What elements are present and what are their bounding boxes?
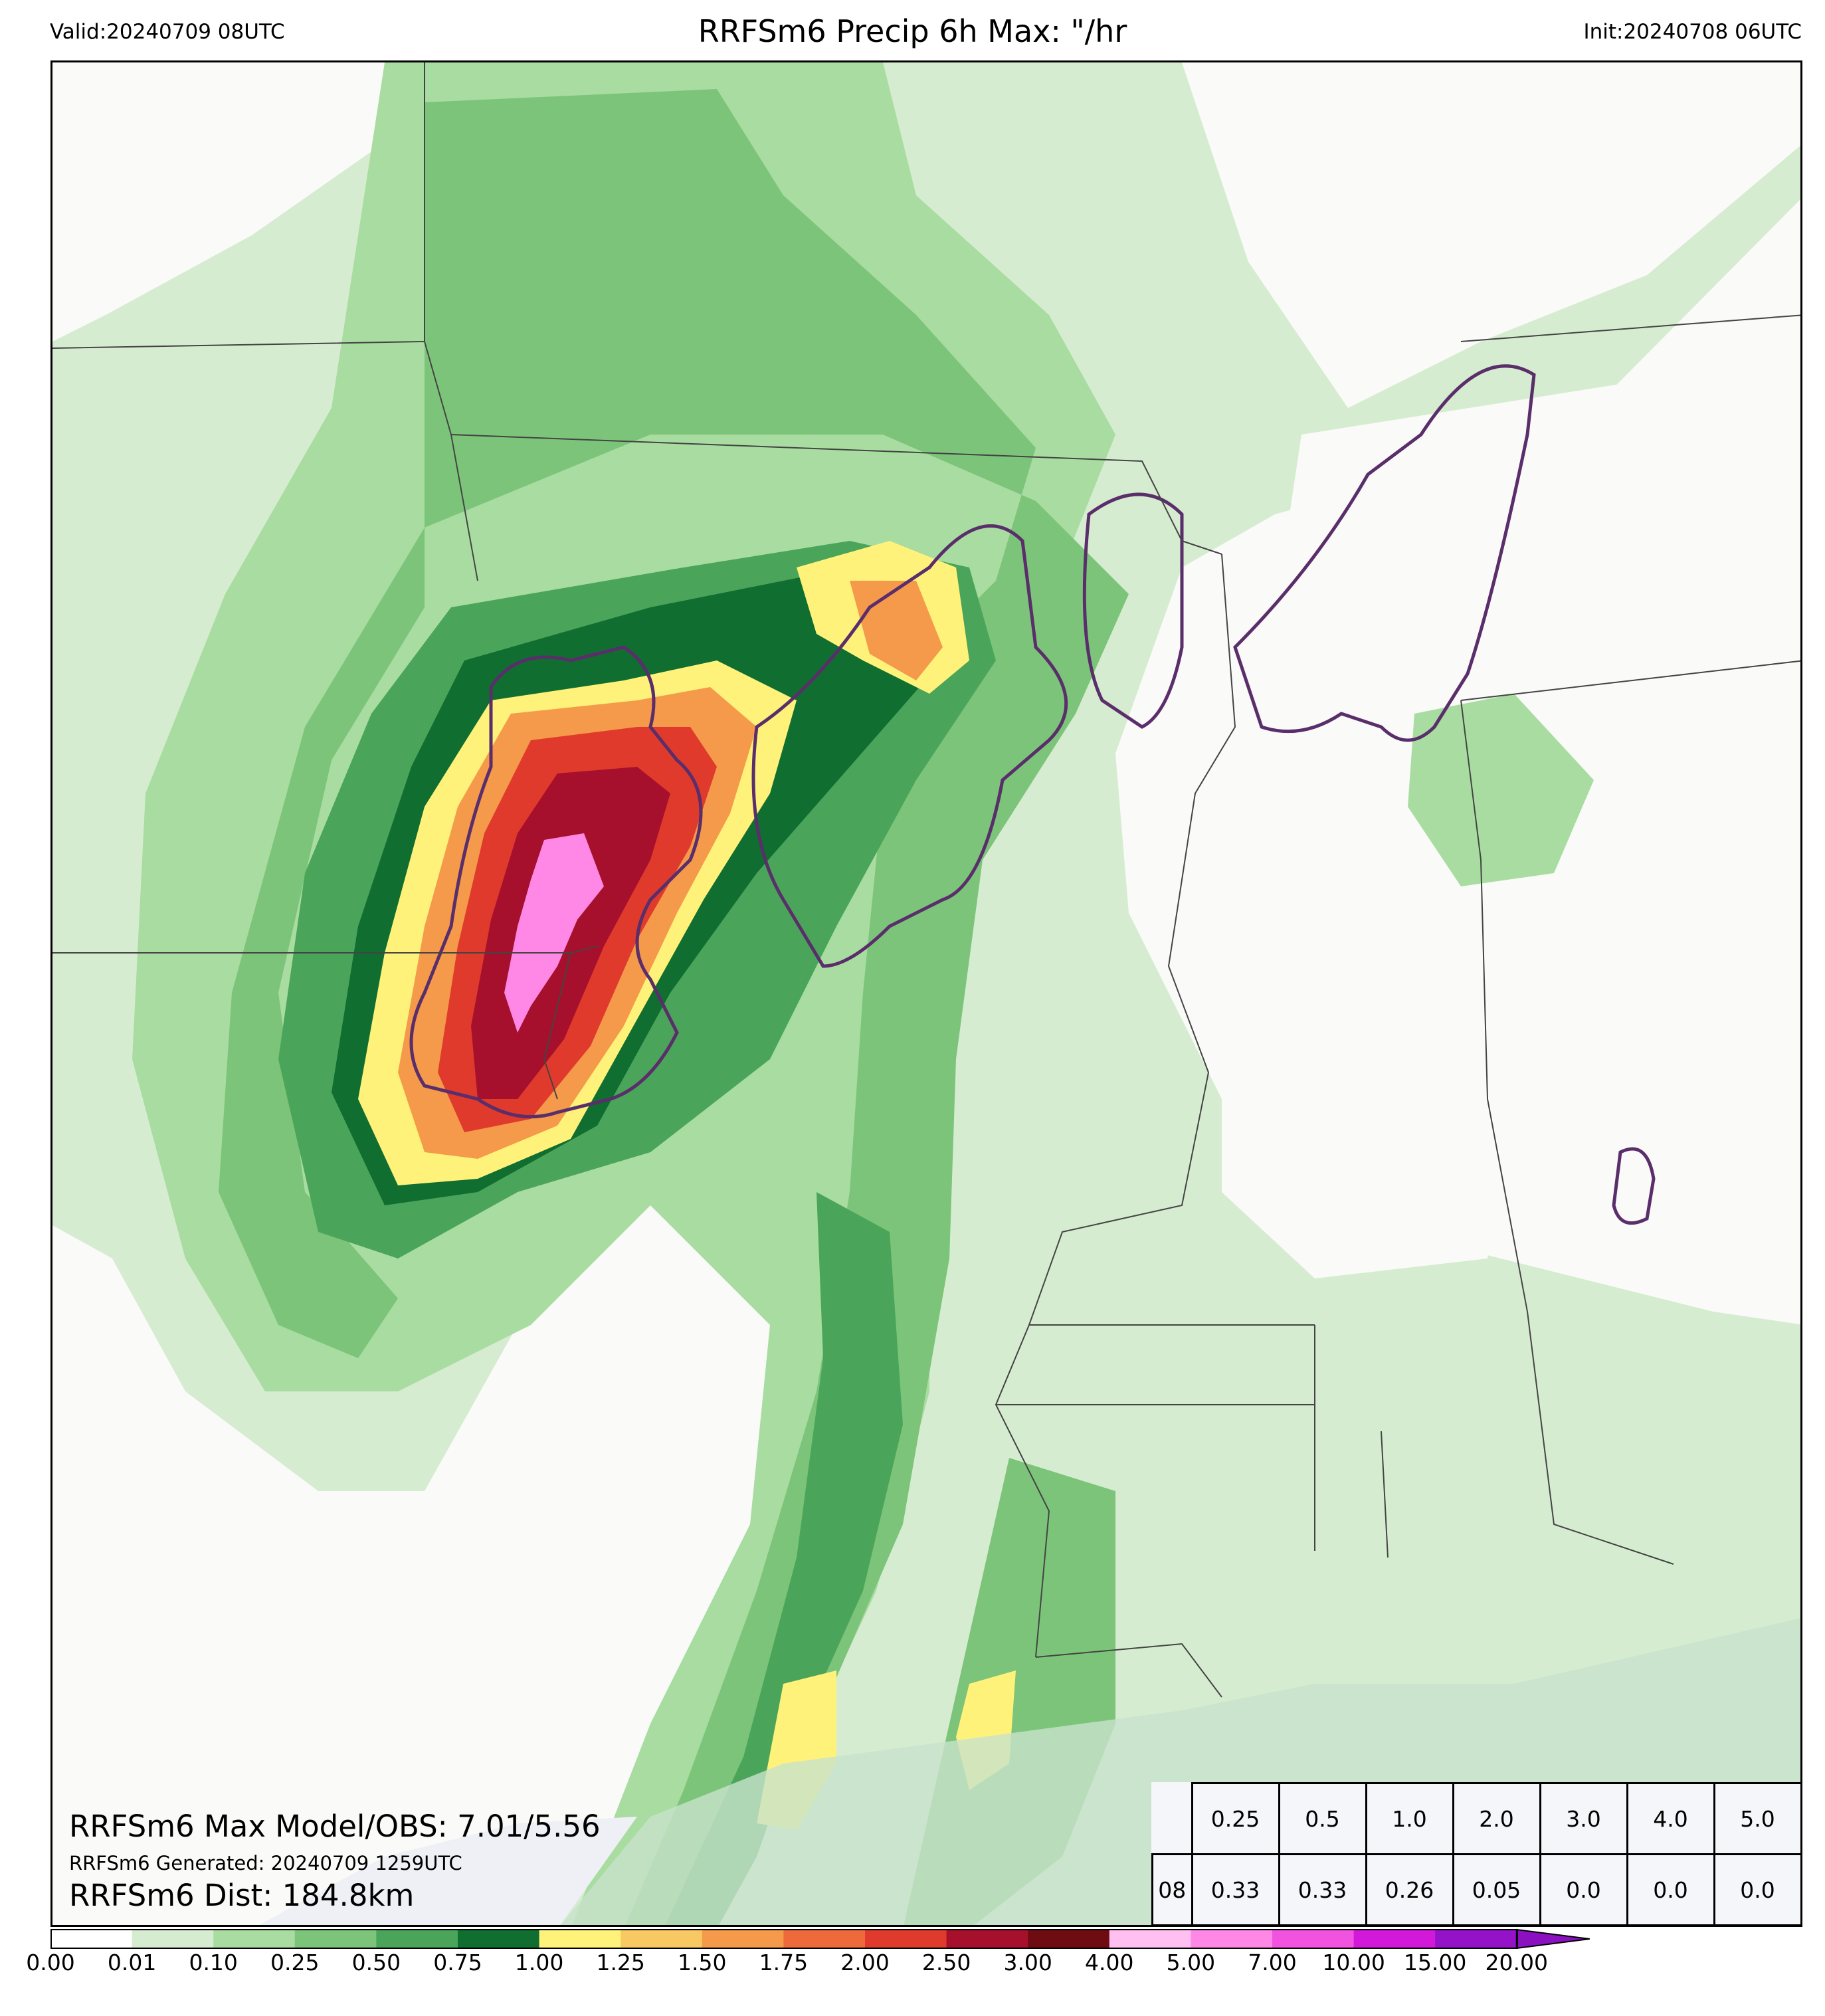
precip-band-025 [219, 89, 1129, 1925]
value-cell: 0.0 [1713, 1853, 1802, 1926]
colorbar-tick-label: 15.00 [1403, 1950, 1467, 1975]
colorbar-segment [1272, 1930, 1355, 1948]
colorbar-tick-label: 1.00 [514, 1950, 564, 1975]
colorbar-tick-label: 5.00 [1166, 1950, 1216, 1975]
value-cell: 0.0 [1626, 1853, 1715, 1926]
threshold-cell: 1.0 [1365, 1782, 1454, 1855]
colorbar-segment [1109, 1930, 1191, 1948]
colorbar-extend-arrow [1515, 1928, 1590, 1950]
threshold-cell: 0.5 [1278, 1782, 1367, 1855]
stats-row: 08 0.33 0.33 0.26 0.05 0.0 0.0 0.0 [1151, 1853, 1802, 1926]
colorbar-segment [458, 1930, 540, 1948]
threshold-cell: 3.0 [1539, 1782, 1628, 1855]
threshold-stats-table: 0.25 0.5 1.0 2.0 3.0 4.0 5.0 08 0.33 0.3… [1151, 1782, 1802, 1926]
colorbar-tick-label: 0.75 [433, 1950, 482, 1975]
valid-time-label: Valid:20240709 08UTC [50, 20, 285, 44]
threshold-cell: 0.25 [1191, 1782, 1280, 1855]
precip-map-graphic [52, 62, 1800, 1925]
map-title: RRFSm6 Precip 6h Max: "/hr [698, 13, 1127, 49]
precip-band-400 [504, 833, 604, 1033]
colorbar-segment [702, 1930, 784, 1948]
colorbar-segment [294, 1930, 377, 1948]
obs-contour [409, 645, 703, 1119]
value-cell: 0.33 [1278, 1853, 1367, 1926]
colorbar-segment [1353, 1930, 1436, 1948]
distance-label: RRFSm6 Dist: 184.8km [69, 1878, 415, 1913]
colorbar-tick-label: 0.00 [26, 1950, 75, 1975]
colorbar-tick-label: 3.00 [1003, 1950, 1052, 1975]
colorbar-tick-label: 0.25 [270, 1950, 320, 1975]
colorbar-segment [376, 1930, 458, 1948]
state-boundaries [52, 62, 1800, 1698]
colorbar-segment [783, 1930, 866, 1948]
precip-map[interactable] [50, 60, 1802, 1927]
colorbar-segment [1191, 1930, 1273, 1948]
colorbar-tick-label: 4.00 [1085, 1950, 1134, 1975]
colorbar-segment [539, 1930, 621, 1948]
init-time-label: Init:20240708 06UTC [1583, 20, 1802, 44]
colorbar-tick-label: 0.50 [351, 1950, 401, 1975]
colorbar-tick-label: 7.00 [1248, 1950, 1297, 1975]
value-cell: 0.0 [1539, 1853, 1628, 1926]
value-cell: 0.05 [1452, 1853, 1541, 1926]
colorbar-tick-label: 2.50 [921, 1950, 971, 1975]
colorbar-tick-label: 2.00 [840, 1950, 890, 1975]
colorbar-segment [1028, 1930, 1110, 1948]
colorbar-tick-label: 0.01 [107, 1950, 157, 1975]
value-cell: 0.33 [1191, 1853, 1280, 1926]
value-cell: 0.26 [1365, 1853, 1454, 1926]
colorbar-tick-label: 1.50 [678, 1950, 727, 1975]
threshold-cell: 4.0 [1626, 1782, 1715, 1855]
max-model-obs-label: RRFSm6 Max Model/OBS: 7.01/5.56 [69, 1809, 601, 1844]
colorbar-tick-label: 1.75 [759, 1950, 809, 1975]
colorbar-tick-label: 10.00 [1322, 1950, 1385, 1975]
colorbar-segment [621, 1930, 703, 1948]
colorbar-segment [865, 1930, 947, 1948]
colorbar-tick-label: 20.00 [1485, 1950, 1549, 1975]
colorbar-segment [132, 1930, 214, 1948]
threshold-cell: 2.0 [1452, 1782, 1541, 1855]
colorbar-tick-label: 0.10 [189, 1950, 238, 1975]
threshold-header-row: 0.25 0.5 1.0 2.0 3.0 4.0 5.0 [1153, 1782, 1802, 1855]
colorbar-tick-label: 1.25 [596, 1950, 645, 1975]
colorbar-segment [50, 1930, 133, 1948]
colorbar-segment [946, 1930, 1028, 1948]
colorbar-segment [213, 1930, 296, 1948]
hour-cell: 08 [1151, 1853, 1193, 1926]
colorbar [50, 1928, 1590, 1950]
threshold-cell: 5.0 [1713, 1782, 1802, 1855]
colorbar-segment [1435, 1930, 1517, 1948]
empty-corner-cell [1153, 1783, 1193, 1855]
colorbar-frame [50, 1929, 1518, 1949]
generated-time-label: RRFSm6 Generated: 20240709 1259UTC [69, 1852, 462, 1874]
